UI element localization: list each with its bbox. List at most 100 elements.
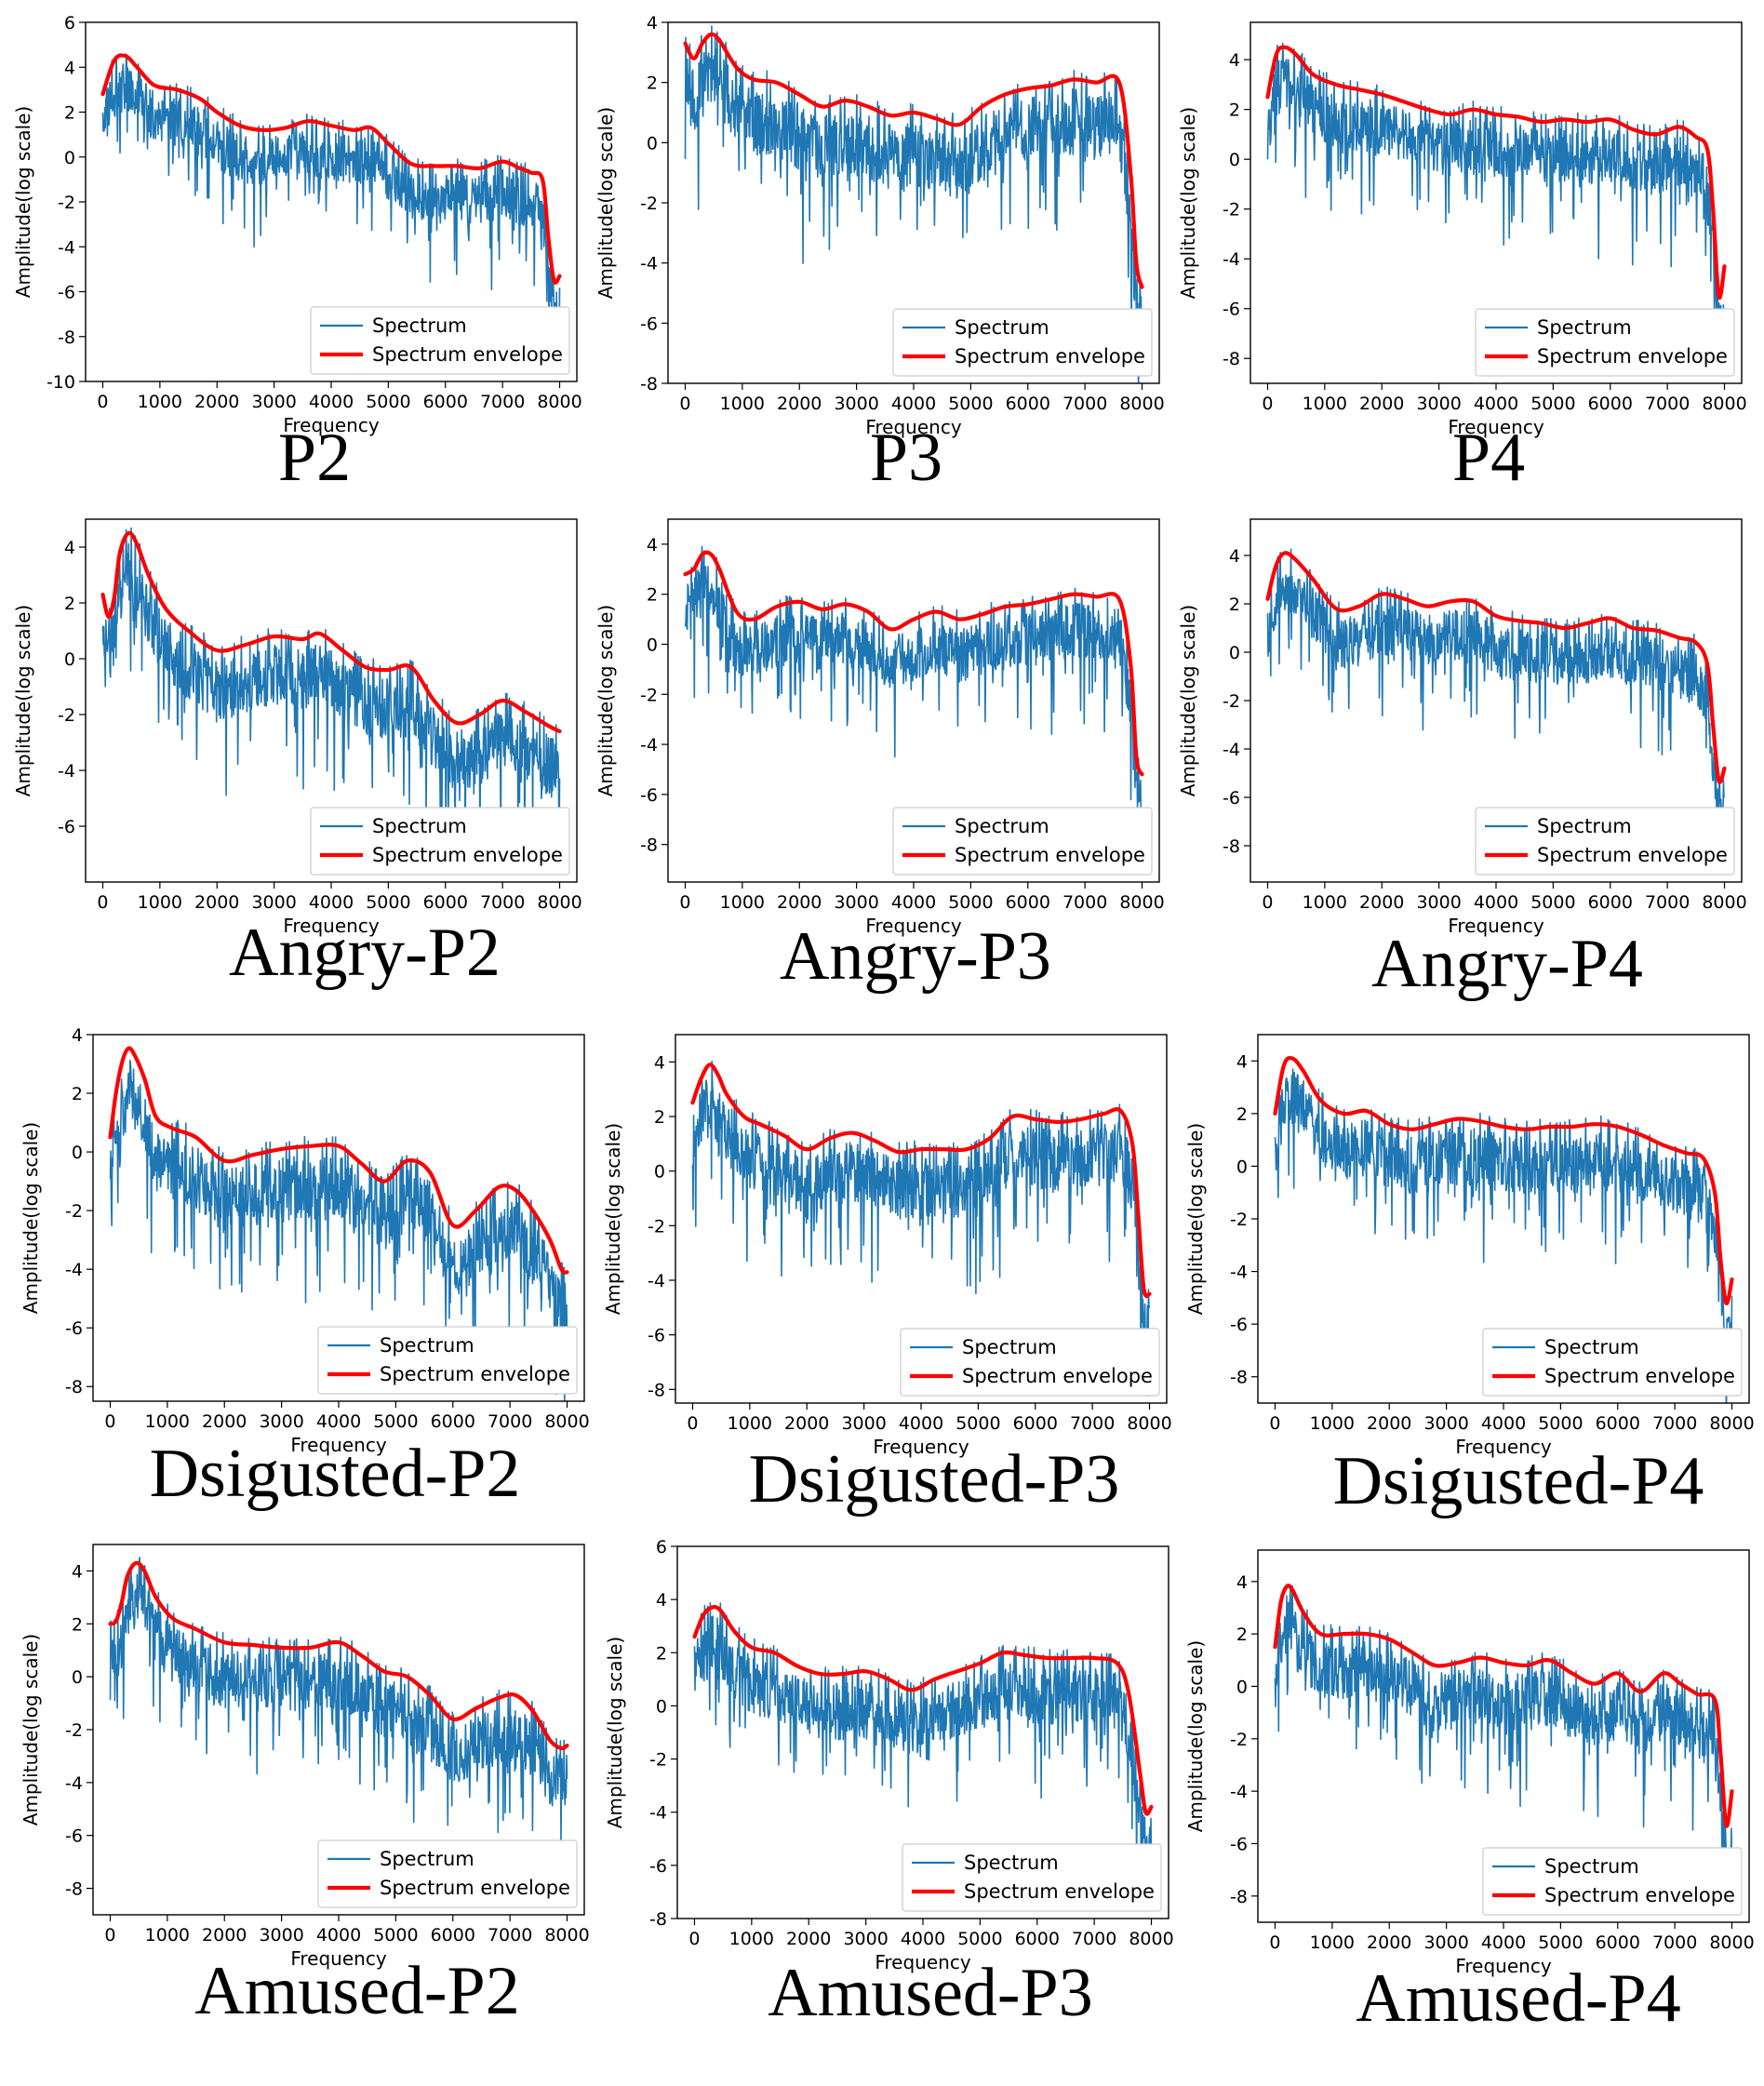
spectrum-line [109, 1557, 568, 1846]
spectrum-chart-1: 0 1000 2000 3000 4000 5000 6000 7000 8000 -10 -8 -6… [12, 13, 582, 496]
spectrum-chart-11: 0 1000 2000 3000 4000 5000 6000 7000 8000 -8 -6 -4 -… [604, 1537, 1174, 2031]
x-axis-label: Frequency [290, 1947, 386, 1970]
y-tick-label: 0 [72, 1667, 83, 1688]
legend-spectrum-label: Spectrum [372, 815, 467, 837]
x-tick-label: 5000 [957, 1929, 1002, 1949]
x-tick-label: 7000 [1645, 892, 1690, 913]
y-tick-label: -2 [640, 194, 658, 214]
panel-caption: Dsigusted-P3 [749, 1441, 1120, 1518]
spectrum-chart-10: 0 1000 2000 3000 4000 5000 6000 7000 8000 -8 -6 -4 -… [20, 1544, 590, 2029]
spectrum-line [109, 1060, 568, 1401]
x-tick-label: 1000 [728, 1413, 772, 1434]
x-tick-label: 8000 [1702, 394, 1746, 414]
x-tick-label: 5000 [366, 392, 410, 412]
x-tick-label: 3000 [834, 892, 878, 913]
x-tick-label: 0 [97, 892, 108, 913]
spectrum-chart-6: 0 1000 2000 3000 4000 5000 6000 7000 8000 -8 -6 -4 -… [1177, 518, 1747, 1002]
y-tick-label: -6 [65, 1318, 83, 1339]
x-tick-label: 3000 [1416, 892, 1461, 913]
legend-box [310, 306, 570, 375]
x-tick-label: 2000 [786, 1929, 831, 1949]
y-tick-label: -2 [58, 705, 75, 726]
y-tick-label: 0 [647, 635, 658, 655]
y-tick-label: -2 [649, 1750, 667, 1771]
spectrum-envelope-line [690, 1063, 1152, 1298]
legend: Spectrum Spectrum envelope [892, 308, 1153, 377]
y-tick-label: 2 [1229, 100, 1240, 121]
y-tick-label: 0 [647, 133, 658, 154]
y-axis-label: Amplitude(log scale) [1184, 1123, 1207, 1315]
y-tick-label: 2 [656, 1643, 667, 1664]
x-tick-label: 1000 [1310, 1932, 1355, 1953]
legend: Spectrum Spectrum envelope [310, 807, 570, 876]
y-tick-label: 0 [1229, 150, 1240, 170]
y-tick-label: -2 [640, 685, 658, 705]
y-tick-label: -2 [1223, 691, 1240, 712]
legend: Spectrum Spectrum envelope [317, 1839, 578, 1908]
x-tick-label: 4000 [891, 394, 936, 414]
y-axis-label: Amplitude(log scale) [20, 1634, 42, 1825]
y-tick-label: -4 [58, 761, 75, 782]
y-tick-label: -4 [1223, 740, 1240, 760]
legend-box [317, 1839, 578, 1908]
y-axis-label: Amplitude(log scale) [595, 107, 617, 299]
legend-box [900, 1328, 1160, 1397]
panel-caption: Angry-P3 [780, 918, 1051, 995]
x-tick-label: 2000 [777, 892, 822, 913]
spectrum-envelope-line [108, 1560, 569, 1751]
spectrum-chart-2: 0 1000 2000 3000 4000 5000 6000 7000 8000 -8 -6 -4 -… [595, 13, 1165, 496]
x-tick-label: 8000 [1709, 1413, 1754, 1434]
x-tick-label: 6000 [423, 892, 468, 913]
x-tick-label: 8000 [1119, 892, 1164, 913]
y-tick-label: -2 [1223, 200, 1240, 221]
y-axis-label: Amplitude(log scale) [1177, 107, 1199, 299]
y-tick-label: -8 [640, 374, 658, 394]
y-tick-label: 4 [1229, 50, 1240, 71]
y-tick-label: -6 [1223, 300, 1240, 320]
spectrum-line [1274, 1068, 1733, 1403]
spectrum-chart-8: 0 1000 2000 3000 4000 5000 6000 7000 8000 -8 -6 -4 -… [602, 1034, 1172, 1518]
y-axis-label: Amplitude(log scale) [604, 1637, 626, 1828]
x-tick-label: 2000 [202, 1925, 247, 1946]
spectrum-envelope-line [100, 530, 562, 734]
legend-envelope-label: Spectrum envelope [372, 844, 563, 866]
spectrum-envelope-line [1273, 1055, 1734, 1305]
legend-box [892, 807, 1153, 876]
y-axis-label: Amplitude(log scale) [12, 605, 34, 796]
x-tick-label: 8000 [1129, 1929, 1173, 1949]
y-tick-label: 4 [1236, 1051, 1248, 1072]
x-axis-label: Frequency [283, 915, 379, 937]
x-tick-label: 4000 [309, 392, 354, 412]
legend: Spectrum Spectrum envelope [1482, 1847, 1743, 1916]
panel-caption: P4 [1452, 420, 1525, 496]
x-tick-label: 5000 [948, 394, 993, 414]
x-tick-label: 8000 [1709, 1932, 1754, 1953]
y-axis-label: Amplitude(log scale) [595, 605, 617, 796]
x-tick-label: 0 [104, 1925, 115, 1946]
spectrum-line [101, 527, 561, 859]
spectrum-envelope-line [1273, 1584, 1734, 1828]
x-axis-label: Frequency [290, 1434, 386, 1456]
x-tick-label: 1000 [1303, 394, 1347, 414]
y-tick-label: -2 [1230, 1730, 1248, 1750]
x-tick-label: 6000 [1006, 892, 1050, 913]
x-tick-label: 6000 [1013, 1413, 1058, 1434]
y-tick-label: 4 [647, 13, 658, 33]
spectrum-envelope-line [683, 32, 1144, 289]
legend-spectrum-label: Spectrum [964, 1852, 1059, 1874]
x-axis-label: Frequency [865, 915, 961, 937]
spectrum-envelope-line [1265, 45, 1727, 301]
x-axis-label: Frequency [1455, 1436, 1551, 1458]
x-tick-label: 0 [687, 1413, 698, 1434]
legend-box [317, 1326, 578, 1395]
legend-envelope-label: Spectrum envelope [380, 1363, 570, 1385]
x-axis-label: Frequency [875, 1951, 970, 1973]
y-tick-label: -8 [1223, 836, 1240, 857]
panel-caption: P2 [278, 420, 351, 496]
y-tick-label: 2 [647, 585, 658, 606]
y-tick-label: -4 [640, 254, 658, 274]
legend-box [1475, 807, 1735, 876]
x-tick-label: 7000 [488, 1925, 532, 1946]
y-tick-label: -6 [1230, 1834, 1248, 1854]
y-tick-label: 2 [72, 1084, 83, 1104]
